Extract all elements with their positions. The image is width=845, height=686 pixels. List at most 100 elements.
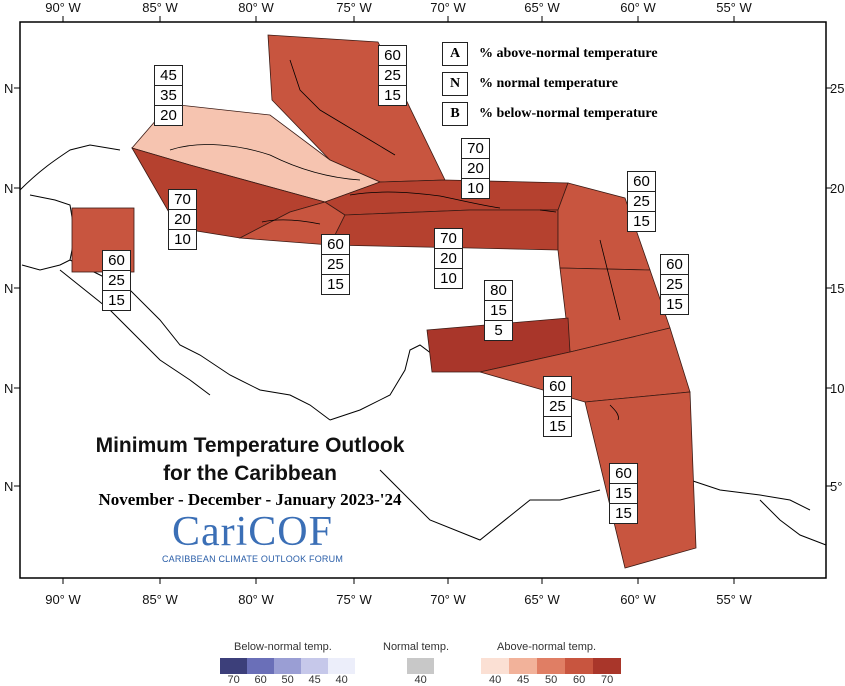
prob-above: 60	[379, 46, 406, 66]
key-text: % above-normal temperature	[479, 46, 658, 62]
prob-box-cuba: 45 35 20	[154, 65, 183, 126]
key-text: % normal temperature	[479, 76, 618, 92]
prob-below: 15	[108, 292, 125, 309]
scale-swatch	[509, 658, 537, 674]
lon-tick-label: 75° W	[336, 592, 372, 607]
prob-above: 60	[322, 235, 349, 255]
lon-tick-label: 90° W	[45, 592, 81, 607]
scale-swatch	[481, 658, 509, 674]
lon-tick-label: 60° W	[620, 0, 656, 15]
caricof-logo: CariCOF CARIBBEAN CLIMATE OUTLOOK FORUM	[150, 510, 355, 564]
prob-box-south-hispaniola: 70 20 10	[434, 228, 463, 289]
key-letter: B	[442, 102, 468, 126]
scale-value: 40	[489, 674, 502, 686]
period-subtitle: November - December - January 2023-'24	[98, 490, 402, 509]
map-title: Minimum Temperature Outlook for the Cari…	[40, 432, 460, 488]
prob-normal: 25	[103, 271, 130, 291]
key-letter: A	[442, 42, 468, 66]
scale-swatch	[274, 658, 301, 674]
scale-swatch	[328, 658, 355, 674]
prob-below: 5	[494, 322, 503, 339]
scale-swatch	[593, 658, 621, 674]
scale-swatch	[301, 658, 328, 674]
key-letter: N	[442, 72, 468, 96]
scale-swatch	[407, 658, 434, 674]
prob-normal: 20	[435, 249, 462, 269]
lon-axis: 90° W 90° W 85° W 85° W 80° W 80° W 75° W 75° W…	[45, 0, 752, 607]
lon-tick-label: 65° W	[524, 0, 560, 15]
island-outlines	[169, 59, 621, 421]
prob-above: 60	[610, 464, 637, 484]
prob-box-hispaniola: 70 20 10	[461, 138, 490, 199]
scale-value: 40	[335, 674, 348, 686]
lon-tick-label: 60° W	[620, 592, 656, 607]
prob-below: 15	[615, 505, 632, 522]
lat-tick-label-left: N	[4, 281, 13, 296]
prob-above: 80	[485, 281, 512, 301]
scale-swatch	[537, 658, 565, 674]
prob-above: 60	[103, 251, 130, 271]
lat-tick-label-left: N	[4, 381, 13, 396]
prob-normal: 25	[379, 66, 406, 86]
prob-above: 70	[435, 229, 462, 249]
prob-below: 15	[633, 213, 650, 230]
scale-value: 70	[601, 674, 614, 686]
logo-subtext: CARIBBEAN CLIMATE OUTLOOK FORUM	[161, 554, 344, 564]
prob-normal: 25	[322, 255, 349, 275]
prob-box-trinidad: 60 25 15	[543, 376, 572, 437]
scale-value: 40	[414, 674, 427, 686]
prob-normal: 25	[628, 192, 655, 212]
prob-normal: 20	[462, 159, 489, 179]
scale-below-label: Below-normal temp.	[234, 641, 332, 653]
lon-tick-label: 55° W	[716, 592, 752, 607]
lat-tick-label-left: N	[4, 479, 13, 494]
scale-value: 45	[308, 674, 321, 686]
prob-box-jamaica: 60 25 15	[321, 234, 350, 295]
scale-value: 50	[281, 674, 294, 686]
lon-tick-label: 80° W	[238, 592, 274, 607]
prob-below: 15	[327, 276, 344, 293]
lon-tick-label: 65° W	[524, 592, 560, 607]
prob-below: 10	[174, 231, 191, 248]
logo-wordmark: CariCOF	[171, 509, 333, 555]
title-line-1: Minimum Temperature Outlook	[95, 434, 405, 457]
scale-swatch	[565, 658, 593, 674]
prob-box-cayman: 70 20 10	[168, 189, 197, 250]
key-above: A % above-normal temperature	[442, 42, 658, 66]
lon-tick-label: 80° W	[238, 0, 274, 15]
prob-above: 60	[628, 172, 655, 192]
prob-normal: 25	[544, 397, 571, 417]
key-normal: N % normal temperature	[442, 72, 618, 96]
lon-tick-label: 75° W	[336, 0, 372, 15]
lat-tick-label-right: 25°	[830, 81, 845, 96]
prob-box-abc: 80 15 5	[484, 280, 513, 341]
lon-tick-label: 85° W	[142, 592, 178, 607]
prob-normal: 15	[610, 484, 637, 504]
prob-above: 70	[462, 139, 489, 159]
lat-axis: N 25° N 20° N 15° N 10° N 5°	[4, 81, 845, 494]
prob-below: 10	[440, 270, 457, 287]
prob-below: 10	[467, 180, 484, 197]
scale-value: 70	[227, 674, 240, 686]
lat-tick-label-left: N	[4, 81, 13, 96]
scale-value: 45	[517, 674, 530, 686]
title-line-2: for the Caribbean	[163, 462, 337, 485]
prob-box-windward: 60 25 15	[660, 254, 689, 315]
lat-tick-label-right: 5°	[830, 479, 842, 494]
lat-tick-label-right: 20°	[830, 181, 845, 196]
prob-box-belize: 60 25 15	[102, 250, 131, 311]
scale-value: 60	[254, 674, 267, 686]
scale-value: 60	[573, 674, 586, 686]
scale-swatch	[220, 658, 247, 674]
prob-box-leeward: 60 25 15	[627, 171, 656, 232]
key-below: B % below-normal temperature	[442, 102, 658, 126]
prob-below: 20	[160, 107, 177, 124]
lon-tick-label: 55° W	[716, 0, 752, 15]
lat-tick-label-right: 10°	[830, 381, 845, 396]
prob-above: 70	[169, 190, 196, 210]
prob-above: 45	[155, 66, 182, 86]
scale-value: 50	[545, 674, 558, 686]
prob-normal: 15	[485, 301, 512, 321]
scale-normal-label: Normal temp.	[383, 641, 450, 653]
